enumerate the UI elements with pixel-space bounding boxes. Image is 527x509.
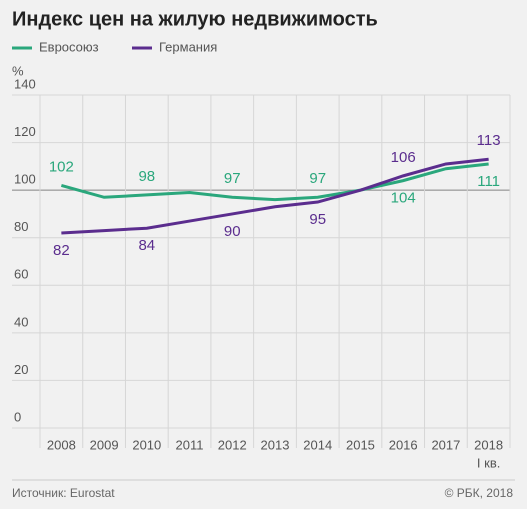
x-tick-label: 2009: [90, 437, 119, 452]
data-label: 106: [391, 149, 416, 166]
data-label: 111: [477, 173, 500, 190]
legend-label: Евросоюз: [39, 39, 99, 54]
data-label: 82: [53, 242, 70, 259]
y-tick-label: 140: [14, 76, 36, 91]
x-tick-label: 2014: [303, 437, 332, 452]
y-tick-label: 60: [14, 267, 28, 282]
data-label: 84: [138, 237, 155, 254]
x-tick-label: 2011: [176, 437, 204, 452]
data-label: 104: [391, 190, 416, 207]
source: Источник: Eurostat: [12, 486, 115, 500]
x-tick-label: 2012: [218, 437, 247, 452]
x-tick-label: 2015: [346, 437, 375, 452]
y-tick-label: 80: [14, 219, 28, 234]
y-tick-label: 120: [14, 124, 36, 139]
series-line: [60, 162, 489, 202]
y-tick-label: 20: [14, 362, 28, 377]
data-label: 113: [477, 132, 501, 149]
data-label: 98: [138, 168, 155, 185]
x-tick-label: 2013: [261, 437, 290, 452]
x-tick-label: 2018: [474, 437, 503, 452]
data-label: 90: [224, 223, 241, 240]
x-tick-label: 2017: [431, 437, 460, 452]
y-tick-label: 100: [14, 172, 36, 187]
x-tick-label: 2008: [47, 437, 76, 452]
x-tick-label: 2016: [389, 437, 418, 452]
copyright: © РБК, 2018: [445, 486, 514, 500]
data-label: 97: [224, 170, 241, 187]
data-label: 102: [49, 158, 74, 175]
x-tick-sublabel: I кв.: [477, 455, 500, 470]
y-axis-label: %: [12, 63, 24, 78]
series-line: [61, 157, 489, 235]
data-label: 97: [309, 170, 326, 187]
data-label: 95: [309, 211, 326, 228]
chart-title: Индекс цен на жилую недвижимость: [12, 8, 378, 30]
legend-label: Германия: [159, 39, 217, 54]
y-tick-label: 0: [14, 409, 21, 424]
y-tick-label: 40: [14, 314, 28, 329]
x-tick-label: 2010: [132, 437, 161, 452]
